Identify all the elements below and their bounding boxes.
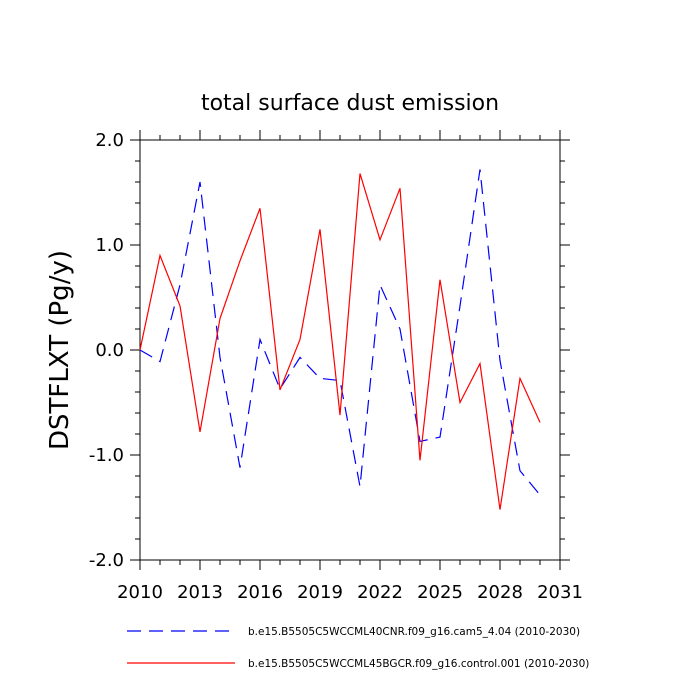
axis-ticks: [130, 130, 570, 570]
plot-area: [139, 139, 561, 561]
x-tick-label: 2028: [477, 582, 523, 603]
legend-label-2: b.e15.B5505C5WCCML45BGCR.f09_g16.control…: [248, 658, 589, 670]
x-tick-label: 2010: [117, 582, 163, 603]
y-tick-label: 1.0: [95, 235, 124, 256]
x-tick-label: 2013: [177, 582, 223, 603]
y-tick-label: -1.0: [89, 445, 124, 466]
legend: b.e15.B5505C5WCCML40CNR.f09_g16.cam5_4.0…: [127, 626, 589, 670]
series-line-1: [139, 169, 541, 496]
plot-frame: [139, 139, 561, 561]
x-tick-label: 2016: [237, 582, 283, 603]
y-tick-label: -2.0: [89, 550, 124, 571]
x-tick-label: 2025: [417, 582, 463, 603]
chart-title: total surface dust emission: [201, 91, 499, 116]
series-line-2: [139, 173, 541, 510]
y-tick-label: 2.0: [95, 130, 124, 151]
x-tick-label: 2031: [537, 582, 583, 603]
legend-label-1: b.e15.B5505C5WCCML40CNR.f09_g16.cam5_4.0…: [248, 626, 580, 638]
x-tick-label: 2022: [357, 582, 403, 603]
y-axis-tick-labels: 2.0 1.0 0.0 -1.0 -2.0: [89, 130, 124, 571]
x-tick-label: 2019: [297, 582, 343, 603]
series-lines: [139, 169, 541, 510]
y-tick-label: 0.0: [95, 340, 124, 361]
x-axis-tick-labels: 2010 2013 2016 2019 2022 2025 2028 2031: [117, 582, 583, 603]
y-axis-label: DSTFLXT (Pg/y): [45, 250, 75, 450]
